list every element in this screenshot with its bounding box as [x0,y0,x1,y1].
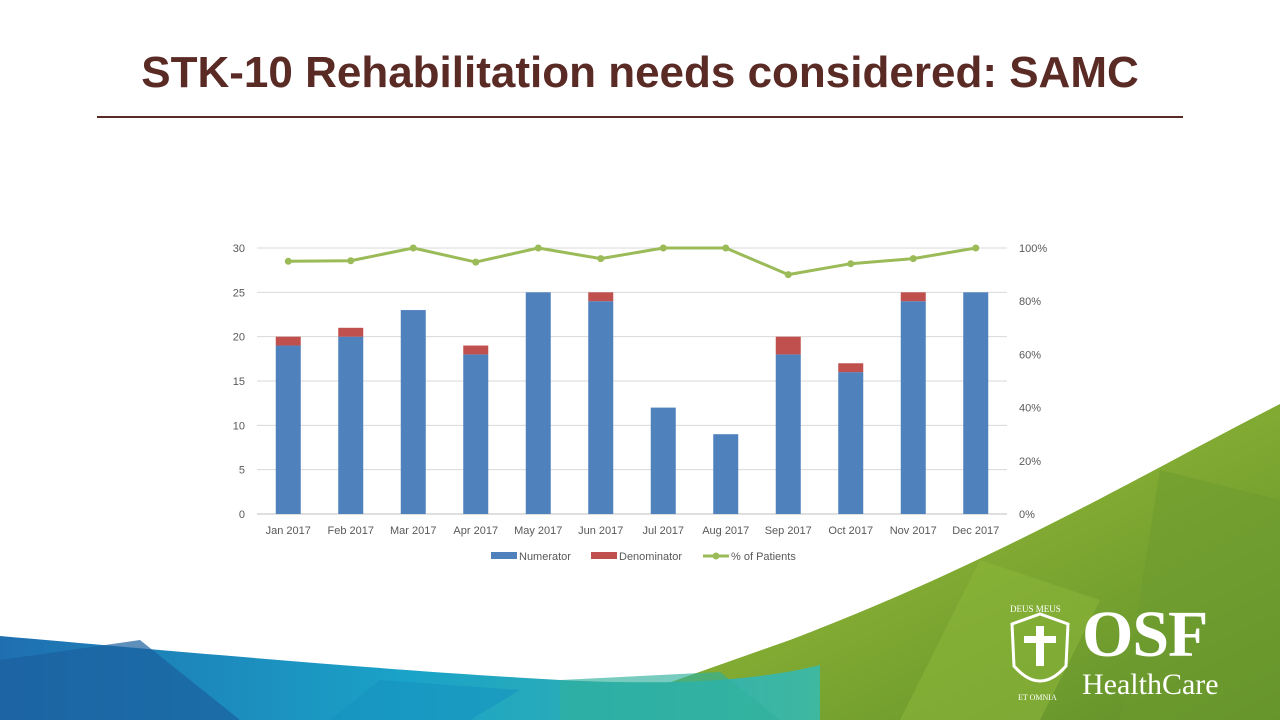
legend-label: Denominator [619,551,682,563]
bar-numerator [838,372,864,514]
x-tick-label: Nov 2017 [890,525,937,537]
logo-wordmark: OSF [1082,598,1208,671]
y-right-tick-label: 40% [1019,403,1041,415]
x-tick-label: Oct 2017 [828,525,873,537]
percent-point [597,255,605,263]
y-left-tick-label: 15 [233,376,245,388]
x-tick-label: Jan 2017 [266,525,311,537]
y-left-tick-label: 5 [239,465,245,477]
percent-point [472,258,480,266]
legend-swatch [591,552,617,559]
bar-numerator [525,292,551,514]
percent-point [409,244,417,252]
x-tick-label: Apr 2017 [453,525,498,537]
x-tick-label: Dec 2017 [952,525,999,537]
y-left-tick-label: 25 [233,287,245,299]
legend-label: % of Patients [731,551,796,563]
bar-numerator [338,336,364,514]
y-left-tick-label: 30 [233,243,245,255]
bar-numerator [900,301,926,514]
percent-point [534,244,542,252]
seal-text-bottom: ET OMNIA [1018,693,1057,702]
logo-subtitle: HealthCare [1082,668,1219,701]
percent-point [972,244,980,252]
y-right-tick-label: 60% [1019,349,1041,361]
y-left-tick-label: 10 [233,420,245,432]
y-right-tick-label: 100% [1019,243,1047,255]
bar-denominator [338,327,364,337]
osf-logo: DEUS MEUS ET OMNIA OSF HealthCare [1000,600,1270,710]
y-right-tick-label: 80% [1019,296,1041,308]
x-tick-label: Sep 2017 [765,525,812,537]
bar-numerator [650,407,676,514]
percent-point [659,244,667,252]
bar-denominator [775,336,801,355]
bar-denominator [275,336,301,346]
title-divider [97,116,1183,118]
bar-denominator [838,363,864,373]
legend-swatch [491,552,517,559]
percent-point [784,271,792,279]
bar-numerator [463,354,489,514]
legend-label: Numerator [519,551,571,563]
seal-icon: DEUS MEUS ET OMNIA [1010,604,1070,702]
x-tick-label: Jun 2017 [578,525,623,537]
seal-text-top: DEUS MEUS [1010,604,1061,614]
percent-point [909,255,917,263]
percent-point [284,257,292,265]
bar-numerator [775,354,801,514]
bar-numerator [588,301,614,514]
slide-title: STK-10 Rehabilitation needs considered: … [141,48,1139,97]
legend-marker [712,552,720,560]
percent-point [722,244,730,252]
x-tick-label: Aug 2017 [702,525,749,537]
y-right-tick-label: 0% [1019,509,1035,521]
percent-line [288,246,977,277]
bar-numerator [275,345,301,514]
y-left-tick-label: 0 [239,509,245,521]
x-tick-label: May 2017 [514,525,562,537]
bar-numerator [963,292,989,514]
bar-denominator [900,292,926,302]
bar-denominator [588,292,614,302]
x-tick-label: Mar 2017 [390,525,436,537]
y-left-tick-label: 20 [233,332,245,344]
percent-point [347,257,355,265]
bar-numerator [400,310,426,514]
x-tick-label: Feb 2017 [328,525,374,537]
bar-numerator [713,434,739,514]
bar-denominator [463,345,489,355]
x-tick-label: Jul 2017 [642,525,684,537]
y-right-tick-label: 20% [1019,456,1041,468]
percent-point [847,260,855,268]
